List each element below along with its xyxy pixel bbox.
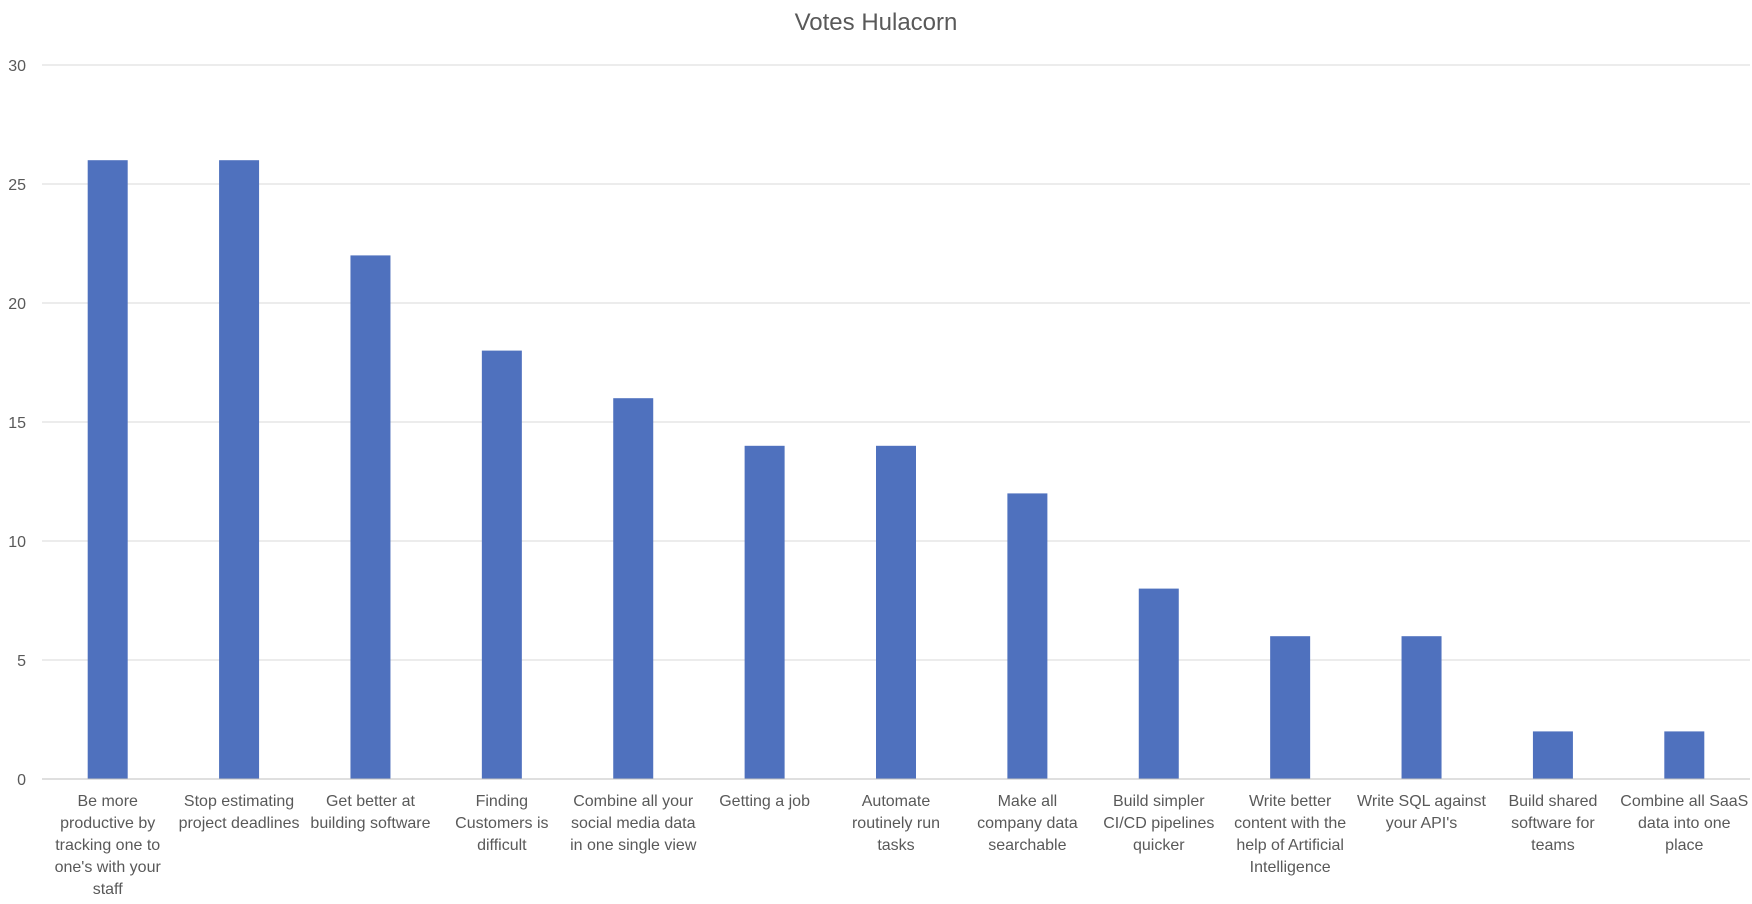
x-category-label-line: in one single view [570,837,697,854]
x-category-label-line: tasks [877,837,914,854]
x-category-label: Write SQL against your API's [1357,793,1487,832]
x-category-label-line: Stop estimating [184,793,294,810]
bar [481,350,522,779]
y-axis-tick-labels: 0 5 10 15 20 25 30 [8,58,26,789]
y-tick-label: 25 [8,177,26,194]
x-category-label: Get better at building software [310,793,430,832]
x-category-label-line: routinely run [852,815,940,832]
x-category-label: Build shared software for teams [1508,793,1597,854]
x-category-label-line: project deadlines [179,815,300,832]
x-category-label-line: Combine all your [573,793,694,810]
bar [613,398,654,779]
x-category-label-line: place [1665,837,1703,854]
x-category-label-line: Get better at [326,793,415,810]
x-category-label-line: one's with your [55,859,162,876]
x-category-label-line: Getting a job [719,793,810,810]
bar [1401,636,1442,779]
chart-title: Votes Hulacorn [795,9,958,36]
bar [219,160,260,779]
y-tick-label: 20 [8,296,26,313]
x-category-label-line: staff [93,881,124,898]
x-category-label-line: difficult [477,837,527,854]
x-category-label-line: Make all [998,793,1058,810]
x-category-label-line: content with the [1234,815,1346,832]
x-category-label: Getting a job [719,793,810,810]
y-tick-label: 15 [8,415,26,432]
x-category-label-line: searchable [988,837,1066,854]
bars [87,160,1705,779]
x-category-label-line: software for [1511,815,1595,832]
x-category-label-line: building software [310,815,430,832]
x-category-label-line: Write better [1249,793,1332,810]
bar [1270,636,1311,779]
bar [876,445,916,779]
x-category-label: Make all company data searchable [977,793,1078,854]
bar [744,445,785,779]
x-category-label: Build simpler CI/CD pipelines quicker [1103,793,1214,854]
bar [1664,731,1705,779]
x-category-label-line: quicker [1133,837,1185,854]
x-category-label-line: teams [1531,837,1575,854]
x-category-label-line: Write SQL against [1357,793,1487,810]
x-category-label-line: your API's [1386,815,1458,832]
y-tick-label: 10 [8,534,26,551]
x-category-label-line: Build simpler [1113,793,1205,810]
x-category-label-line: Build shared [1508,793,1597,810]
x-category-label: Automate routinely run tasks [852,793,940,854]
x-category-label-line: Automate [862,793,931,810]
x-category-label-line: Finding [476,793,528,810]
x-category-label: Write better content with the help of Arti… [1234,793,1346,876]
x-category-label-line: company data [977,815,1078,832]
x-category-label: Combine all SaaS data into one place [1620,793,1748,854]
x-category-label: Combine all your social media data in one … [570,793,697,854]
x-category-label-line: data into one [1638,815,1731,832]
y-tick-label: 0 [17,772,26,789]
x-axis-category-labels: Be more productive by tracking one to one's… [55,793,1749,898]
x-category-label-line: Be more [77,793,138,810]
x-category-label-line: productive by [60,815,155,832]
x-category-label-line: help of Artificial [1236,837,1344,854]
x-category-label: Be more productive by tracking one to one's… [55,793,162,898]
bar [1532,731,1573,779]
bar [350,255,391,779]
y-tick-label: 30 [8,58,26,75]
bar [87,160,128,779]
x-category-label-line: social media data [571,815,696,832]
y-tick-label: 5 [17,653,26,670]
x-category-label: Stop estimating project deadlines [179,793,300,832]
x-category-label-line: Customers is [455,815,548,832]
x-category-label: Finding Customers is difficult [455,793,548,854]
bar [1007,493,1048,779]
x-category-label-line: CI/CD pipelines [1103,815,1214,832]
gridlines [42,64,1750,661]
x-category-label-line: Intelligence [1250,859,1331,876]
x-category-label-line: Combine all SaaS [1620,793,1748,810]
x-category-label-line: tracking one to [55,837,160,854]
bar [1138,588,1179,779]
